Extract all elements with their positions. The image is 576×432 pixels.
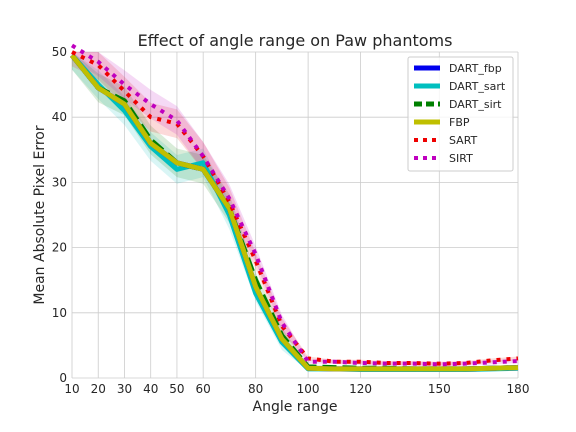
series-lines — [70, 43, 519, 373]
x-tick-label: 10 — [64, 382, 79, 396]
y-tick-label: 30 — [52, 175, 67, 189]
x-tick-label: 50 — [169, 382, 184, 396]
x-tick-label: 20 — [91, 382, 106, 396]
legend-label-dart_sirt: DART_sirt — [449, 98, 502, 111]
legend-label-fbp: FBP — [449, 116, 470, 129]
chart-title: Effect of angle range on Paw phantoms — [138, 31, 453, 50]
x-ticks: 10 20 30 40 50 60 80 100 120 150 180 — [64, 382, 529, 396]
series-line-sirt — [70, 43, 519, 367]
y-tick-label: 40 — [52, 110, 67, 124]
y-tick-label: 0 — [59, 371, 67, 385]
x-tick-label: 60 — [196, 382, 211, 396]
y-tick-label: 50 — [52, 45, 67, 59]
series-line-fbp — [70, 53, 519, 372]
x-tick-label: 180 — [507, 382, 530, 396]
legend-label-dart_fbp: DART_fbp — [449, 62, 502, 75]
y-tick-label: 20 — [52, 241, 67, 255]
y-axis-label: Mean Absolute Pixel Error — [32, 125, 48, 304]
x-tick-label: 150 — [428, 382, 451, 396]
x-tick-label: 30 — [117, 382, 132, 396]
x-tick-label: 120 — [349, 382, 372, 396]
x-tick-label: 40 — [143, 382, 158, 396]
x-tick-label: 80 — [248, 382, 263, 396]
band-dart_sirt — [72, 52, 518, 371]
legend-label-sart: SART — [449, 134, 478, 147]
y-ticks: 0 10 20 30 40 50 — [52, 45, 67, 385]
x-tick-label: 100 — [297, 382, 320, 396]
legend-label-dart_sart: DART_sart — [449, 80, 506, 93]
legend: DART_fbp DART_sart DART_sirt FBP SART SIRT — [407, 56, 514, 172]
y-tick-label: 10 — [52, 306, 67, 320]
x-axis-label: Angle range — [253, 399, 338, 415]
legend-label-sirt: SIRT — [449, 152, 473, 165]
